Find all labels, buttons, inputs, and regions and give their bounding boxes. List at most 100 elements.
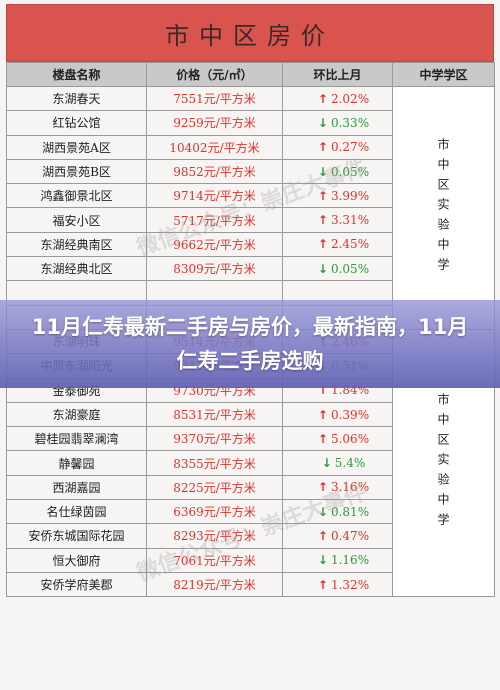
change-value: 5.4% [334, 456, 366, 471]
arrow-down-icon: ↓ [321, 456, 332, 471]
change-cell: ↑ 1.32% [282, 571, 393, 598]
change-cell: ↓ 1.16% [282, 547, 393, 573]
change-cell: ↓ 0.05% [282, 158, 393, 185]
table-row: 安侨学府美郡 8219元/平方米 ↑ 1.32% [6, 571, 495, 598]
change-value: 0.27% [330, 140, 370, 155]
estate-name-cell: 碧桂园翡翠澜湾 [6, 426, 147, 452]
headline-banner: 11月仁寿最新二手房与房价，最新指南，11月仁寿二手房选购 [0, 300, 500, 388]
table-row: 东湖经典南区 9662元/平方米 ↑ 2.45% [6, 231, 495, 258]
change-value: 0.47% [330, 528, 370, 543]
estate-name-cell: 湖西景苑A区 [6, 134, 147, 160]
estate-name-cell: 鸿鑫御景北区 [6, 183, 147, 209]
headline-text: 11月仁寿最新二手房与房价，最新指南，11月仁寿二手房选购 [31, 315, 469, 373]
table-header-row: 楼盘名称 价格（元/㎡） 环比上月 中学学区 [6, 62, 495, 87]
table-title-bar: 市中区房价 [6, 4, 494, 62]
price-cell: 10402元/平方米 [146, 134, 283, 160]
estate-name-cell: 福安小区 [6, 207, 147, 233]
arrow-up-icon: ↑ [317, 140, 328, 155]
table-row: 碧桂园翡翠澜湾 9370元/平方米 ↑ 5.06% [6, 426, 495, 452]
table-row: 湖西景苑B区 9852元/平方米 ↓ 0.05% [6, 158, 495, 185]
price-cell: 8293元/平方米 [146, 523, 283, 549]
header-school-zone: 中学学区 [392, 62, 495, 87]
table-row: 东湖经典北区 8309元/平方米 ↓ 0.05% [6, 256, 495, 282]
price-cell: 7551元/平方米 [146, 85, 283, 112]
estate-name-cell: 安侨东城国际花园 [6, 523, 147, 549]
estate-name-cell: 名仕绿茵园 [6, 499, 147, 525]
table-row: 名仕绿茵园 6369元/平方米 ↓ 0.81% [6, 499, 495, 525]
arrow-up-icon: ↑ [317, 237, 328, 252]
change-cell: ↓ 0.33% [282, 110, 393, 136]
change-cell: ↓ 5.4% [282, 450, 393, 476]
estate-name-cell: 东湖春天 [6, 85, 147, 112]
price-cell: 9852元/平方米 [146, 158, 283, 185]
arrow-up-icon: ↑ [317, 577, 328, 592]
estate-name-cell: 东湖豪庭 [6, 401, 147, 428]
table-row: 静馨园 8355元/平方米 ↓ 5.4% [6, 450, 495, 476]
header-estate-name: 楼盘名称 [6, 62, 147, 87]
change-cell: ↑ 0.39% [282, 401, 393, 428]
header-price: 价格（元/㎡） [146, 62, 283, 87]
price-cell: 9259元/平方米 [146, 110, 283, 136]
arrow-up-icon: ↑ [317, 407, 328, 422]
change-cell: ↑ 0.47% [282, 523, 393, 549]
arrow-up-icon: ↑ [317, 213, 328, 228]
arrow-down-icon: ↓ [317, 504, 328, 519]
arrow-up-icon: ↑ [317, 188, 328, 203]
estate-name-cell: 安侨学府美郡 [6, 571, 147, 598]
price-cell: 9714元/平方米 [146, 183, 283, 209]
estate-name-cell: 湖西景苑B区 [6, 158, 147, 185]
price-cell: 8225元/平方米 [146, 474, 283, 501]
change-value: 0.39% [330, 407, 370, 422]
arrow-down-icon: ↓ [317, 261, 328, 276]
arrow-up-icon: ↑ [317, 528, 328, 543]
change-value: 5.06% [330, 431, 370, 446]
price-cell: 8355元/平方米 [146, 450, 283, 476]
table-row: 安侨东城国际花园 8293元/平方米 ↑ 0.47% [6, 523, 495, 549]
table-row: 东湖豪庭 8531元/平方米 ↑ 0.39% [6, 401, 495, 428]
change-value: 0.81% [330, 504, 370, 519]
change-cell: ↑ 3.99% [282, 183, 393, 209]
estate-name-cell: 恒大御府 [6, 547, 147, 573]
estate-name-cell: 静馨园 [6, 450, 147, 476]
arrow-up-icon: ↑ [317, 431, 328, 446]
price-cell: 8309元/平方米 [146, 256, 283, 282]
table-row: 西湖嘉园 8225元/平方米 ↑ 3.16% [6, 474, 495, 501]
header-change: 环比上月 [282, 62, 393, 87]
price-cell: 9662元/平方米 [146, 231, 283, 258]
price-cell: 8219元/平方米 [146, 571, 283, 598]
change-cell: ↓ 0.81% [282, 499, 393, 525]
change-value: 2.02% [330, 91, 370, 106]
change-value: 1.32% [330, 577, 370, 592]
arrow-up-icon: ↑ [317, 480, 328, 495]
change-cell: ↑ 2.02% [282, 85, 393, 112]
arrow-up-icon: ↑ [317, 383, 328, 398]
change-value: 3.99% [330, 188, 370, 203]
change-value: 1.16% [330, 553, 370, 568]
price-cell: 6369元/平方米 [146, 499, 283, 525]
change-cell: ↑ 3.16% [282, 474, 393, 501]
change-value: 0.05% [330, 261, 370, 276]
change-value: 0.05% [330, 164, 370, 179]
estate-name-cell: 东湖经典北区 [6, 256, 147, 282]
estate-name-cell: 东湖经典南区 [6, 231, 147, 258]
price-cell: 8531元/平方米 [146, 401, 283, 428]
estate-name-cell: 西湖嘉园 [6, 474, 147, 501]
change-value: 0.33% [330, 115, 370, 130]
table-row: 湖西景苑A区 10402元/平方米 ↑ 0.27% [6, 134, 495, 160]
change-cell: ↑ 5.06% [282, 426, 393, 452]
price-cell: 7061元/平方米 [146, 547, 283, 573]
estate-name-cell: 红钻公馆 [6, 110, 147, 136]
table-row: 东湖春天 7551元/平方米 ↑ 2.02% 市中区实验中学 [6, 85, 495, 330]
change-value: 2.45% [330, 237, 370, 252]
arrow-down-icon: ↓ [317, 115, 328, 130]
change-cell: ↑ 0.27% [282, 134, 393, 160]
change-value: 3.16% [330, 480, 370, 495]
change-value: 3.31% [330, 213, 370, 228]
arrow-down-icon: ↓ [317, 553, 328, 568]
price-cell: 5717元/平方米 [146, 207, 283, 233]
school-zone-cell: 市中区实验中学 [392, 86, 495, 330]
arrow-down-icon: ↓ [317, 164, 328, 179]
price-cell: 9370元/平方米 [146, 426, 283, 452]
arrow-up-icon: ↑ [317, 91, 328, 106]
